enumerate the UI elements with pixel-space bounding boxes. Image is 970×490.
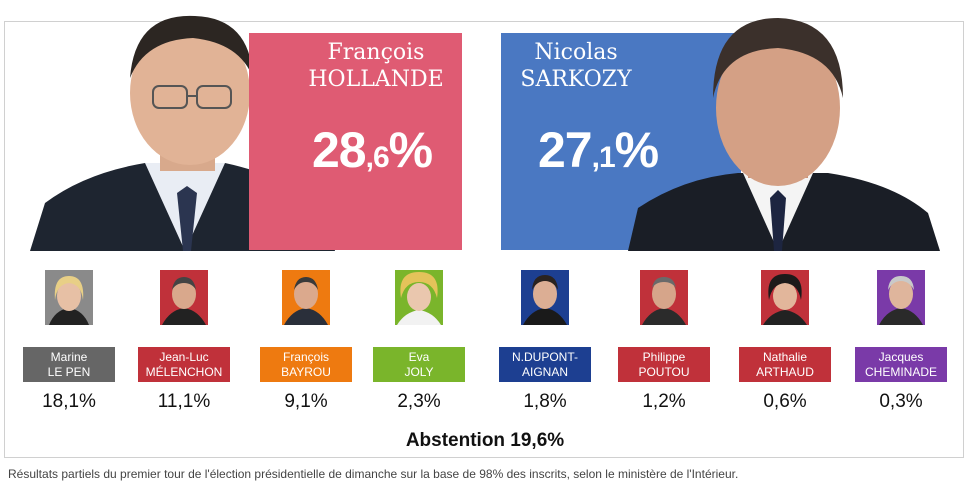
candidate-label: Eva JOLY <box>373 347 465 382</box>
candidate-percent: 2,3% <box>397 391 441 412</box>
candidate-photo <box>513 270 577 325</box>
candidate-label: Jean-Luc MÉLENCHON <box>138 347 230 382</box>
candidate-le-pen: Marine LE PEN 18,1% <box>14 270 124 412</box>
hollande-percent: 28,6% <box>312 122 433 178</box>
candidate-percent: 9,1% <box>284 391 328 412</box>
candidate-percent: 1,2% <box>642 391 686 412</box>
candidate-arthaud: Nathalie ARTHAUD 0,6% <box>730 270 840 412</box>
candidate-percent: 11,1% <box>157 391 211 412</box>
candidate-photo <box>387 270 451 325</box>
candidate-label: Philippe POUTOU <box>618 347 710 382</box>
candidate-photo <box>869 270 933 325</box>
sarkozy-portrait <box>628 18 940 251</box>
hollande-name: François HOLLANDE <box>308 40 444 92</box>
candidate-percent: 1,8% <box>523 391 567 412</box>
candidate-label: François BAYROU <box>260 347 352 382</box>
candidate-bayrou: François BAYROU 9,1% <box>251 270 361 412</box>
candidate-label: N.DUPONT- AIGNAN <box>499 347 591 382</box>
candidate-photo <box>753 270 817 325</box>
sarkozy-percent: 27,1% <box>538 122 659 178</box>
candidate-melenchon: Jean-Luc MÉLENCHON 11,1% <box>129 270 239 412</box>
candidate-cheminade: Jacques CHEMINADE 0,3% <box>846 270 956 412</box>
candidate-photo <box>632 270 696 325</box>
sarkozy-name: Nicolas SARKOZY <box>520 40 632 92</box>
candidate-photo <box>152 270 216 325</box>
abstention-text: Abstention 19,6% <box>405 430 565 451</box>
candidate-percent: 18,1% <box>42 391 96 412</box>
candidate-photo <box>274 270 338 325</box>
candidate-percent: 0,3% <box>879 391 923 412</box>
candidate-dupont-aignan: N.DUPONT- AIGNAN 1,8% <box>490 270 600 412</box>
results-caption: Résultats partiels du premier tour de l'… <box>8 467 739 481</box>
candidate-poutou: Philippe POUTOU 1,2% <box>609 270 719 412</box>
hollande-card: François HOLLANDE 28,6% <box>249 33 462 250</box>
candidate-label: Jacques CHEMINADE <box>855 347 947 382</box>
candidate-photo <box>37 270 101 325</box>
candidate-percent: 0,6% <box>763 391 807 412</box>
candidate-joly: Eva JOLY 2,3% <box>364 270 474 412</box>
candidate-label: Nathalie ARTHAUD <box>739 347 831 382</box>
candidate-label: Marine LE PEN <box>23 347 115 382</box>
